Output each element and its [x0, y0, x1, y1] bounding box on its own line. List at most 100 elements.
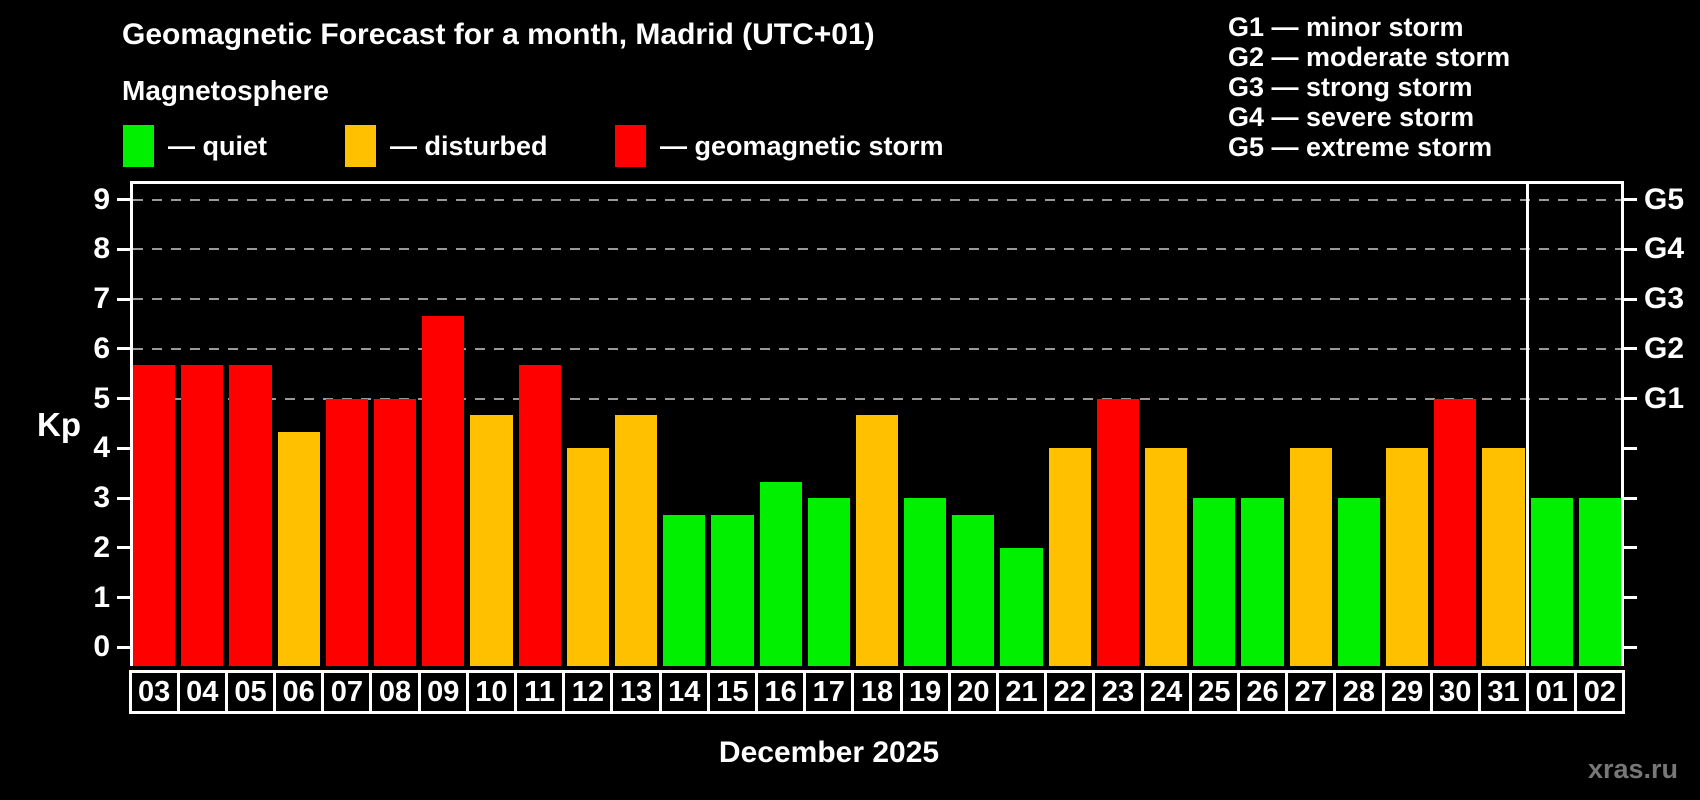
kp-bar-day-24	[1145, 448, 1188, 666]
y-axis-tick-label: 1	[93, 580, 110, 614]
day-label-cell: 24	[1140, 670, 1192, 714]
legend-item-disturbed: — disturbed	[345, 124, 548, 168]
day-label-cell: 21	[995, 670, 1048, 714]
kp-bar-day-20	[952, 514, 995, 666]
day-label-cell: 19	[899, 670, 951, 714]
day-label-cell: 13	[610, 670, 662, 714]
gridline-kp6	[133, 347, 1621, 350]
g-scale-axis-label-G4: G4	[1644, 232, 1685, 266]
g-scale-axis-label-G5: G5	[1644, 182, 1685, 216]
legend-label-quiet: — quiet	[168, 130, 267, 161]
gridline-kp5	[133, 397, 1621, 400]
g-axis-tick	[1624, 297, 1637, 301]
g-axis-tick	[1624, 446, 1637, 450]
day-label-cell: 04	[176, 670, 228, 714]
day-label-cell: 28	[1333, 670, 1385, 714]
day-label-cell: 07	[321, 670, 373, 714]
kp-bar-day-02	[1578, 498, 1621, 666]
kp-bar-day-13	[614, 415, 658, 666]
storm-scale-legend: G1 — minor storm G2 — moderate storm G3 — …	[1228, 12, 1510, 162]
day-label-cell: 11	[514, 670, 566, 714]
y-axis-tick	[117, 297, 130, 301]
gridline-kp7	[133, 298, 1621, 301]
plot-area	[130, 181, 1624, 666]
storm-scale-item: G5 — extreme storm	[1228, 132, 1493, 162]
kp-bar-day-18	[855, 415, 899, 666]
kp-bar-day-15	[711, 514, 754, 666]
g-axis-tick	[1624, 496, 1637, 500]
y-axis-tick	[117, 546, 130, 550]
legend-swatch-storm	[615, 125, 646, 167]
day-label-cell: 14	[658, 670, 710, 714]
storm-scale-item: G1 — minor storm	[1228, 12, 1464, 42]
day-label-cell: 26	[1236, 670, 1289, 714]
legend-label-disturbed: — disturbed	[390, 130, 548, 161]
kp-bar-day-05	[229, 365, 272, 666]
y-axis-tick	[117, 596, 130, 600]
kp-bar-day-26	[1241, 498, 1284, 666]
kp-bar-day-14	[663, 514, 706, 666]
kp-bar-day-12	[566, 448, 609, 666]
day-label-cell: 10	[465, 670, 518, 714]
y-axis-tick-label: 0	[93, 630, 110, 664]
kp-bar-day-23	[1096, 398, 1140, 666]
storm-scale-item: G4 — severe storm	[1228, 102, 1475, 132]
day-label-cell: 31	[1477, 670, 1530, 714]
y-axis-tick-label: 9	[93, 182, 110, 216]
y-axis-tick	[117, 496, 130, 500]
month-separator-line	[1526, 181, 1530, 666]
day-label-cell: 18	[851, 670, 903, 714]
y-axis-tick-label: 8	[93, 232, 110, 266]
kp-bar-day-31	[1482, 448, 1525, 666]
legend-swatch-disturbed	[345, 125, 376, 167]
day-label-cell: 02	[1574, 670, 1626, 714]
g-axis-tick	[1624, 397, 1637, 401]
y-axis-tick-label: 6	[93, 331, 110, 365]
day-label-cell: 27	[1285, 670, 1337, 714]
gridline-kp8	[133, 248, 1621, 251]
kp-bar-day-29	[1386, 448, 1429, 666]
y-axis-tick-label: 2	[93, 530, 110, 564]
day-label-cell: 16	[755, 670, 807, 714]
day-label-cell: 01	[1526, 670, 1578, 714]
y-axis-tick-label: 5	[93, 381, 110, 415]
day-label-cell: 05	[224, 670, 277, 714]
y-axis-tick	[117, 247, 130, 251]
kp-bar-day-27	[1289, 448, 1332, 666]
y-axis-tick	[117, 397, 130, 401]
y-axis-tick-label: 7	[93, 282, 110, 316]
y-axis-tick	[117, 645, 130, 649]
day-label-cell: 30	[1429, 670, 1481, 714]
kp-bar-day-03	[133, 365, 176, 666]
legend-item-storm: — geomagnetic storm	[615, 124, 944, 168]
kp-bar-day-09	[422, 315, 465, 666]
kp-bar-day-16	[759, 481, 802, 666]
x-axis-title: December 2025	[718, 736, 940, 769]
kp-bar-day-11	[518, 365, 561, 666]
y-axis-tick	[117, 198, 130, 202]
day-label-cell: 23	[1092, 670, 1144, 714]
chart-title: Geomagnetic Forecast for a month, Madrid…	[122, 18, 875, 51]
y-axis-tick-label: 4	[93, 431, 110, 465]
kp-bar-day-04	[181, 365, 224, 666]
day-label-cell: 25	[1188, 670, 1240, 714]
g-axis-tick	[1624, 198, 1637, 202]
kp-bar-day-06	[277, 431, 320, 666]
legend-swatch-quiet	[123, 125, 154, 167]
y-axis-tick	[117, 446, 130, 450]
g-scale-axis-label-G3: G3	[1644, 282, 1685, 316]
day-label-cell: 15	[706, 670, 758, 714]
y-axis-tick	[117, 347, 130, 351]
kp-bar-day-30	[1434, 398, 1477, 666]
watermark: xras.ru	[1587, 754, 1678, 784]
kp-bar-day-10	[470, 415, 513, 666]
y-axis-title: Kp	[37, 406, 81, 443]
kp-bar-day-07	[325, 398, 368, 666]
kp-bar-day-19	[904, 498, 947, 666]
kp-bar-day-22	[1048, 448, 1091, 666]
day-label-cell: 03	[128, 670, 180, 714]
storm-scale-item: G3 — strong storm	[1228, 72, 1473, 102]
g-axis-tick	[1624, 596, 1637, 600]
g-axis-tick	[1624, 546, 1637, 550]
